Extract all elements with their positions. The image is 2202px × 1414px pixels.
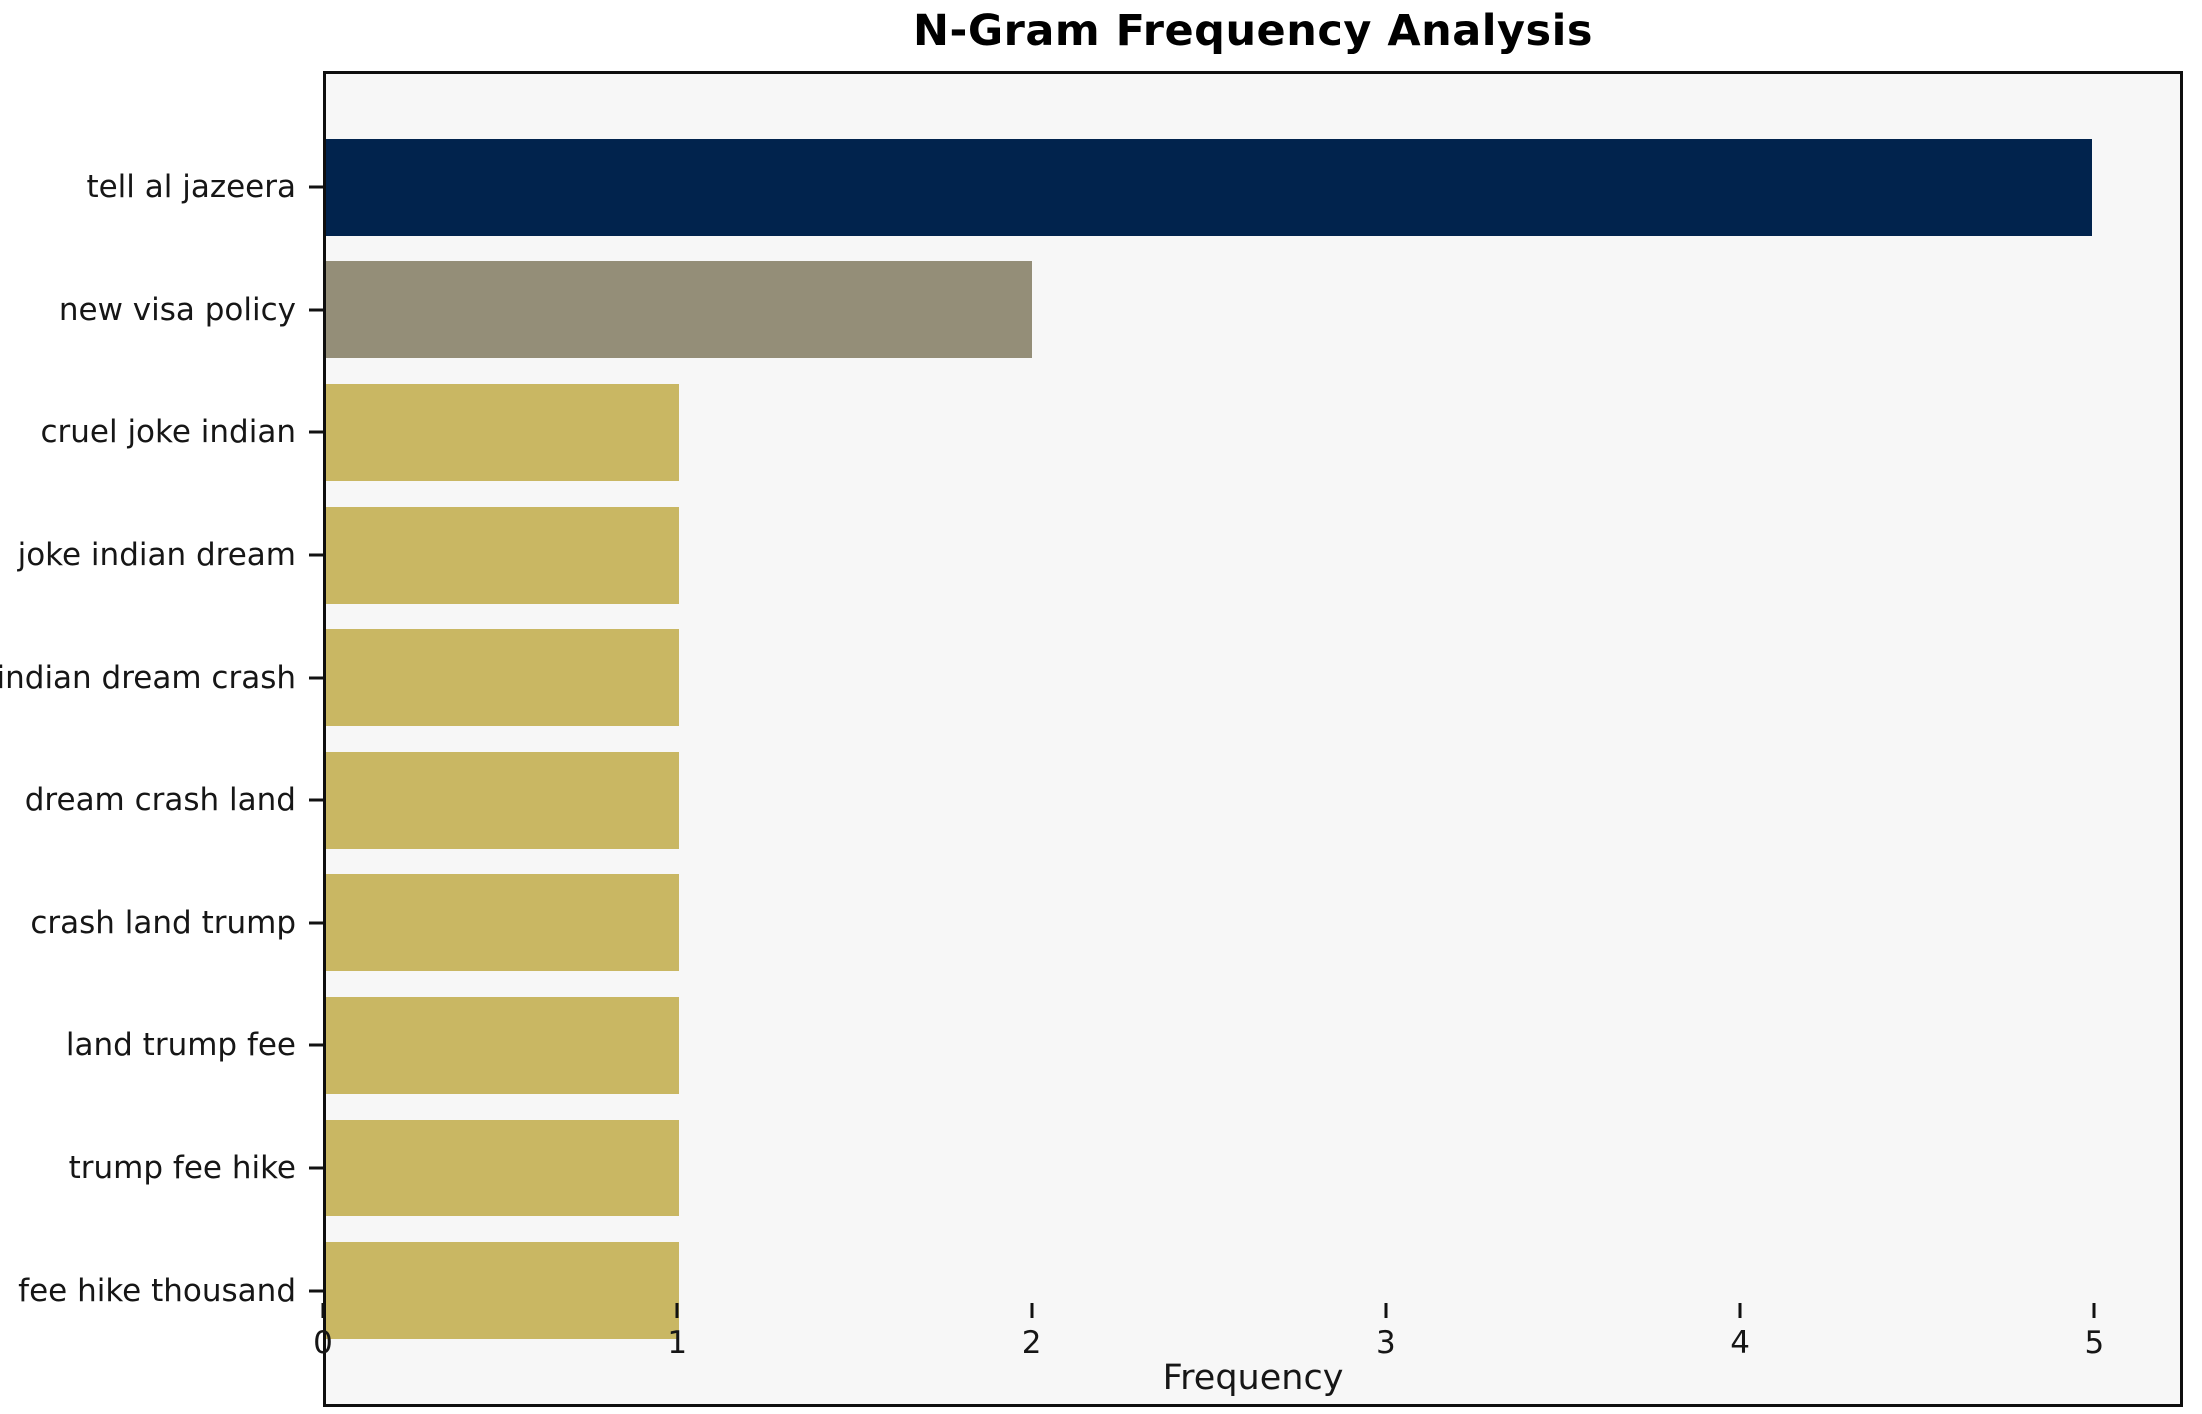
- bar-row: fee hike thousand: [18, 1229, 2180, 1352]
- bar: [326, 751, 680, 849]
- y-tick-label: crash land trump: [30, 904, 296, 941]
- plot-area: tell al jazeera new visa policy cruel joke…: [0, 71, 2183, 1407]
- y-tick: [309, 308, 323, 312]
- y-tick: [309, 553, 323, 557]
- bar: [326, 261, 1033, 359]
- bar: [326, 1119, 680, 1217]
- y-tick: [309, 185, 323, 189]
- y-tick: [309, 921, 323, 925]
- x-tick-label: 2: [1021, 1325, 1042, 1361]
- x-tick: [675, 1303, 679, 1318]
- y-tick-label: new visa policy: [58, 291, 296, 328]
- y-tick: [309, 798, 323, 802]
- chart-title: N-Gram Frequency Analysis: [913, 6, 1593, 56]
- bar: [326, 1242, 680, 1340]
- x-tick-label: 4: [1730, 1325, 1751, 1361]
- x-axis-label: Frequency: [1162, 1358, 1344, 1398]
- y-tick: [309, 1043, 323, 1047]
- x-tick: [1384, 1303, 1388, 1318]
- bar-row: land trump fee: [66, 984, 2180, 1107]
- x-axis: 0 1 2 3 4 5: [313, 1303, 2183, 1383]
- y-tick: [309, 1289, 323, 1293]
- bar-row: trump fee hike: [69, 1107, 2180, 1230]
- bar: [326, 997, 680, 1094]
- x-tick: [1738, 1303, 1742, 1318]
- bar: [326, 629, 680, 727]
- bar-row: new visa policy: [59, 249, 2180, 372]
- bar-row: crash land trump: [30, 862, 2180, 985]
- bar: [326, 506, 680, 604]
- y-tick-label: cruel joke indian: [40, 414, 296, 451]
- bar: [326, 874, 680, 972]
- y-tick-label: indian dream crash: [0, 659, 296, 696]
- bar-row: indian dream crash: [0, 616, 2180, 739]
- x-tick-label: 0: [313, 1325, 333, 1361]
- bar: [326, 384, 680, 481]
- bar-row: cruel joke indian: [40, 371, 2180, 494]
- bar: [326, 138, 2092, 236]
- y-tick: [309, 1166, 323, 1170]
- x-tick-label: 3: [1375, 1325, 1396, 1361]
- bar-row: dream crash land: [25, 739, 2180, 862]
- y-tick-label: trump fee hike: [68, 1150, 296, 1187]
- y-tick: [309, 430, 323, 434]
- bar-row: tell al jazeera: [86, 126, 2180, 249]
- bar-row: joke indian dream: [18, 494, 2180, 617]
- x-tick: [1030, 1303, 1034, 1318]
- x-tick-label: 1: [667, 1325, 688, 1361]
- y-tick-label: joke indian dream: [17, 537, 296, 574]
- x-tick: [321, 1303, 325, 1318]
- y-tick: [309, 676, 323, 680]
- y-tick-label: land trump fee: [65, 1027, 296, 1064]
- y-tick-label: dream crash land: [24, 782, 296, 819]
- y-tick-label: fee hike thousand: [18, 1272, 296, 1309]
- x-tick: [2092, 1303, 2096, 1318]
- y-tick-label: tell al jazeera: [86, 169, 296, 206]
- x-tick-label: 5: [2084, 1325, 2105, 1361]
